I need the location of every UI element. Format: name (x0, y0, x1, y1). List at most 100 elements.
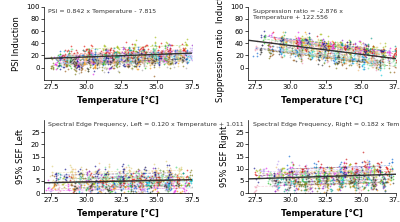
Point (280, 36, 286, 40)
Point (278, 51, 284, 55)
Point (96, 59, 103, 62)
Point (324, 183, 330, 186)
Point (165, 188, 171, 192)
Point (291, 191, 298, 194)
Point (335, 55, 341, 58)
Point (54, 187, 61, 191)
Point (296, 38, 302, 42)
Point (276, 174, 282, 178)
Point (165, 178, 172, 181)
Point (332, 45, 338, 48)
Point (145, 181, 152, 184)
Point (142, 53, 148, 57)
Point (92, 64, 98, 68)
Point (139, 50, 146, 53)
Point (136, 60, 142, 63)
Point (278, 45, 284, 49)
Point (104, 66, 111, 70)
Point (346, 45, 352, 49)
Point (337, 181, 344, 185)
Point (309, 47, 315, 51)
Point (297, 52, 304, 56)
Point (370, 52, 376, 56)
Point (78, 63, 84, 67)
Point (185, 182, 191, 186)
Point (76, 182, 83, 186)
Point (330, 56, 336, 59)
Point (135, 57, 142, 60)
Point (390, 177, 396, 180)
Point (88, 59, 95, 62)
Point (175, 58, 182, 61)
Point (335, 172, 341, 176)
Point (103, 49, 109, 52)
Point (116, 61, 122, 65)
Point (114, 44, 120, 48)
X-axis label: Temperature [°C]: Temperature [°C] (281, 95, 363, 105)
Point (364, 44, 371, 48)
Point (363, 170, 370, 173)
Point (281, 44, 288, 47)
Point (130, 52, 136, 55)
Point (284, 171, 291, 175)
X-axis label: Temperature [°C]: Temperature [°C] (77, 209, 159, 218)
Point (279, 166, 285, 170)
Point (314, 51, 320, 55)
Point (168, 175, 175, 179)
Point (76, 190, 82, 194)
Point (126, 183, 132, 186)
Point (362, 51, 369, 54)
Point (362, 43, 369, 47)
Point (267, 54, 274, 57)
Point (370, 184, 377, 188)
Point (342, 170, 348, 174)
Point (128, 167, 134, 170)
Point (280, 41, 286, 45)
Point (151, 180, 158, 183)
Point (305, 176, 312, 179)
Point (288, 170, 294, 174)
Point (162, 55, 168, 58)
Point (298, 49, 304, 52)
Point (256, 174, 262, 178)
Point (370, 45, 376, 49)
Point (75, 185, 82, 188)
Point (94, 59, 100, 62)
Point (304, 38, 311, 42)
Point (64, 60, 70, 63)
Point (342, 176, 348, 179)
Point (158, 41, 164, 45)
Point (351, 54, 358, 57)
Point (269, 180, 276, 183)
Point (154, 187, 160, 190)
Point (351, 171, 357, 175)
Point (306, 175, 312, 178)
Point (366, 177, 372, 181)
Point (129, 59, 136, 63)
Point (106, 55, 112, 58)
Point (100, 183, 106, 187)
Point (302, 44, 308, 47)
Point (101, 70, 108, 73)
Point (305, 173, 311, 176)
Point (342, 48, 348, 51)
Point (135, 58, 141, 62)
Point (60, 58, 66, 62)
Point (278, 38, 285, 42)
Point (108, 55, 115, 59)
Point (132, 59, 138, 63)
Point (296, 48, 303, 52)
Point (126, 170, 133, 174)
Point (300, 175, 307, 179)
Point (303, 170, 310, 174)
Point (188, 43, 195, 46)
Point (294, 187, 300, 191)
Point (315, 160, 321, 163)
Point (352, 41, 358, 45)
Point (64, 54, 70, 58)
Point (323, 56, 330, 59)
Point (125, 54, 131, 57)
Point (141, 188, 148, 191)
Point (359, 46, 365, 50)
Point (153, 170, 160, 174)
